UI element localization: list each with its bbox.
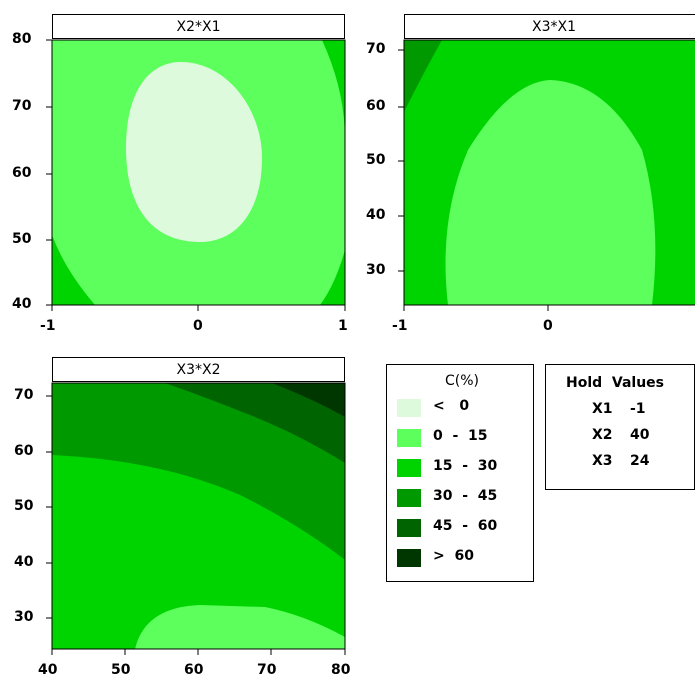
y-tick-label: 40 xyxy=(14,554,34,570)
legend-range-label: < 0 xyxy=(433,398,470,414)
band-45-60-region xyxy=(165,383,345,463)
legend-swatch xyxy=(397,399,421,417)
tick-marks xyxy=(398,49,549,311)
legend-item: < 0 xyxy=(397,397,525,419)
band-gt-60-region xyxy=(272,383,345,417)
contour-plot-area xyxy=(46,382,346,655)
y-tick-label: 70 xyxy=(14,387,34,403)
x-tick-label: 60 xyxy=(184,662,204,678)
legend-range-label: 0 - 15 xyxy=(433,428,488,444)
y-tick-label: 70 xyxy=(12,98,32,114)
legend-item: > 60 xyxy=(397,547,525,569)
legend-item: 15 - 30 xyxy=(397,457,525,479)
hold-variable-name: X1 xyxy=(592,401,613,417)
band-lt-0-region xyxy=(126,61,262,243)
legend-range-label: > 60 xyxy=(433,548,474,564)
legend-swatch xyxy=(397,459,421,477)
hold-variable-value: 40 xyxy=(630,427,650,443)
panel-title: X3*X1 xyxy=(404,14,695,39)
band-0-15-region xyxy=(135,605,345,649)
legend-range-label: 15 - 30 xyxy=(433,458,498,474)
legend-range-label: 45 - 60 xyxy=(433,518,498,534)
y-tick-label: 30 xyxy=(366,262,386,278)
tick-marks xyxy=(46,395,346,655)
legend-item: 30 - 45 xyxy=(397,487,525,509)
contour-panel-x3-x2: X3*X2 40 50 60 70 80 70 60 50 40 30 xyxy=(0,345,360,685)
x-tick-label: 0 xyxy=(193,318,203,334)
x-tick-label: -1 xyxy=(392,318,408,334)
y-tick-label: 40 xyxy=(12,296,32,312)
hold-variable-name: X3 xyxy=(592,453,613,469)
legend-swatch xyxy=(397,549,421,567)
x-tick-label: 80 xyxy=(331,662,351,678)
y-tick-label: 50 xyxy=(366,152,386,168)
y-tick-label: 50 xyxy=(12,231,32,247)
hold-values-box: Hold Values X1 -1 X2 40 X3 24 xyxy=(545,364,695,490)
band-30-45-region xyxy=(404,40,442,112)
y-tick-label: 60 xyxy=(14,443,34,459)
x-tick-label: 1 xyxy=(338,318,348,334)
hold-variable-name: X2 xyxy=(592,427,613,443)
y-tick-label: 50 xyxy=(14,498,34,514)
tick-marks xyxy=(46,39,346,311)
contour-plot-area xyxy=(46,39,346,311)
hold-variable-value: 24 xyxy=(630,453,650,469)
x-tick-label: 0 xyxy=(543,318,553,334)
x-tick-label: 50 xyxy=(111,662,131,678)
legend-title: C(%) xyxy=(445,373,480,389)
hold-variable-value: -1 xyxy=(630,401,646,417)
y-tick-label: 80 xyxy=(12,31,32,47)
contour-panel-x2-x1: X2*X1 -1 0 1 80 70 60 50 40 xyxy=(0,0,350,345)
color-legend: C(%) < 0 0 - 15 15 - 30 30 - 45 45 - 60 > 60 xyxy=(386,364,534,582)
hold-values-title: Hold Values xyxy=(566,375,665,391)
band-30-45-region xyxy=(52,383,345,560)
y-tick-label: 30 xyxy=(14,609,34,625)
band-0-15-region xyxy=(445,80,656,305)
legend-item: 45 - 60 xyxy=(397,517,525,539)
legend-swatch xyxy=(397,429,421,447)
y-tick-label: 60 xyxy=(12,165,32,181)
y-tick-label: 70 xyxy=(366,41,386,57)
legend-range-label: 30 - 45 xyxy=(433,488,498,504)
contour-panel-x3-x1: X3*X1 -1 0 70 60 50 40 30 xyxy=(350,0,695,345)
legend-item: 0 - 15 xyxy=(397,427,525,449)
y-tick-label: 60 xyxy=(366,98,386,114)
contour-plot-area xyxy=(398,39,695,311)
y-tick-label: 40 xyxy=(366,207,386,223)
legend-swatch xyxy=(397,489,421,507)
panel-title: X2*X1 xyxy=(52,14,345,39)
x-tick-label: -1 xyxy=(40,318,56,334)
legend-swatch xyxy=(397,519,421,537)
panel-title: X3*X2 xyxy=(52,357,345,382)
x-tick-label: 40 xyxy=(38,662,58,678)
x-tick-label: 70 xyxy=(257,662,277,678)
